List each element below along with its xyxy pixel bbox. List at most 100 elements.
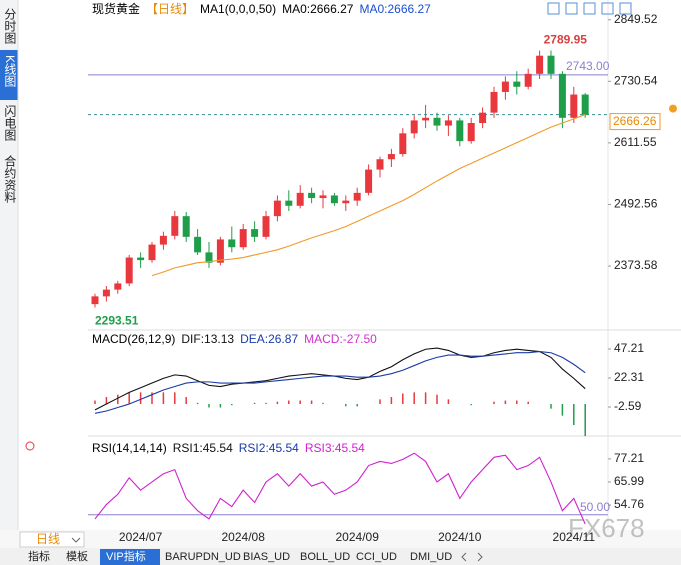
x-tick-label: 2024/11 xyxy=(553,530,596,544)
candle-body xyxy=(125,257,133,284)
header-item: MACD:-27.50 xyxy=(304,332,377,346)
high-label: 2789.95 xyxy=(544,33,588,47)
candle-body xyxy=(114,283,122,290)
y-tick-label: 54.76 xyxy=(614,497,644,511)
reference-label: 50.00 xyxy=(580,500,610,514)
candle-body xyxy=(148,244,156,261)
y-tick-label: 2373.58 xyxy=(614,258,658,272)
candle-body xyxy=(251,229,259,237)
panel-header: MACD(26,12,9) DIF:13.13 DEA:26.87 MACD:-27.… xyxy=(92,332,377,346)
icon[interactable] xyxy=(619,2,632,15)
icon[interactable] xyxy=(565,2,578,15)
reference-label: 2743.00 xyxy=(566,59,610,73)
toolbar-tab[interactable]: CCI_UD xyxy=(356,551,397,563)
x-tick-label: 2024/09 xyxy=(336,530,380,544)
candle-body xyxy=(216,239,224,263)
toolbar-active xyxy=(100,549,160,565)
candle-body xyxy=(581,94,589,115)
candle-body xyxy=(444,120,452,126)
candle-body xyxy=(194,236,202,253)
candle-body xyxy=(342,200,350,204)
toolbar-tab[interactable]: DMI_UD xyxy=(410,551,452,563)
header-item: MA0:2666.27 xyxy=(359,2,431,16)
low-label: 2293.51 xyxy=(95,314,139,328)
candle-body xyxy=(353,192,361,201)
candle-body xyxy=(308,192,316,199)
header-item: MACD(26,12,9) xyxy=(92,332,175,346)
header-item: MA1(0,0,0,50) xyxy=(200,2,276,16)
header-item: RSI2:45.54 xyxy=(239,441,299,455)
candle-body xyxy=(296,192,304,206)
panel-header: RSI(14,14,14) RSI1:45.54 RSI2:45.54 RSI3:45… xyxy=(92,441,365,455)
candle-body xyxy=(570,94,578,118)
candle-body xyxy=(410,120,418,134)
sidebar-active xyxy=(0,50,18,100)
ma-line xyxy=(151,114,586,277)
sidebar-tab[interactable]: 合约资料 xyxy=(3,154,17,203)
interval-label[interactable]: 日线 xyxy=(36,532,60,546)
candle-body xyxy=(285,200,293,206)
toolbar-tab[interactable]: 指标 xyxy=(28,549,50,563)
candle-body xyxy=(479,112,487,123)
toolbar-tab[interactable]: BIAS_UD xyxy=(243,551,290,563)
icon[interactable] xyxy=(583,2,596,15)
header-item: 现货黄金 xyxy=(92,1,140,16)
dropdown-arrow xyxy=(71,537,81,543)
candle-body xyxy=(273,200,281,217)
y-tick-label: 22.31 xyxy=(614,370,644,384)
candle-body xyxy=(205,252,213,263)
y-tick-label: 2611.55 xyxy=(614,135,657,149)
y-tick-label: 2492.56 xyxy=(614,197,658,211)
candle-body xyxy=(387,154,395,160)
x-tick-label: 2024/07 xyxy=(119,530,163,544)
candle-body xyxy=(91,296,99,305)
toolbar-tab[interactable]: BARUPDN_UD xyxy=(165,551,241,563)
candle-body xyxy=(319,195,327,199)
header-item: DIF:13.13 xyxy=(181,332,234,346)
alert-icon xyxy=(669,104,677,113)
icon[interactable] xyxy=(547,2,560,15)
y-tick-label: 2849.52 xyxy=(614,12,658,26)
sidebar-tab[interactable]: 分时图 xyxy=(3,8,17,44)
candle-body xyxy=(456,120,464,142)
header-item: DEA:26.87 xyxy=(240,332,298,346)
toolbar-tab[interactable]: VIP指标 xyxy=(106,549,146,563)
toolbar-tab[interactable]: BOLL_UD xyxy=(300,551,350,563)
icon[interactable] xyxy=(601,2,614,15)
candle-body xyxy=(159,235,167,245)
candle-body xyxy=(330,195,338,204)
candle-body xyxy=(501,81,509,92)
toolbar-arrows[interactable] xyxy=(461,552,483,562)
header-item: RSI1:45.54 xyxy=(173,441,233,455)
y-tick-label: -2.59 xyxy=(614,399,642,413)
x-tick-label: 2024/10 xyxy=(438,530,482,544)
panel-header: 现货黄金 【日线】 MA1(0,0,0,50) MA0:2666.27 MA0:2666… xyxy=(92,1,431,16)
header-item: RSI(14,14,14) xyxy=(92,441,167,455)
candle-body xyxy=(262,216,270,237)
candle-body xyxy=(422,117,430,121)
toolbar xyxy=(0,548,681,565)
sidebar-tab[interactable]: 闪电图 xyxy=(3,105,17,141)
candle-body xyxy=(558,73,566,118)
y-tick-label: 65.99 xyxy=(614,474,644,488)
header-item: MA0:2666.27 xyxy=(282,2,354,16)
toolbar-tab[interactable]: 模板 xyxy=(66,549,88,563)
watermark: FX678 xyxy=(568,513,645,543)
sidebar-tab[interactable]: K线图 xyxy=(3,55,17,87)
macd-line xyxy=(94,351,586,414)
candle-body xyxy=(490,91,498,113)
candle-body xyxy=(524,73,532,87)
interval-select[interactable] xyxy=(19,531,85,548)
rsi-line xyxy=(94,452,586,525)
candle-body xyxy=(239,229,247,248)
price-tag-label: 2666.26 xyxy=(613,114,657,128)
y-tick-label: 77.21 xyxy=(614,451,644,465)
y-tick-label: 2730.54 xyxy=(614,73,658,87)
candle-body xyxy=(467,122,475,142)
candle-body xyxy=(376,159,384,170)
candle-body xyxy=(228,239,236,248)
indicator-icon[interactable] xyxy=(25,441,35,451)
macd-line xyxy=(94,347,586,411)
x-tick-label: 2024/08 xyxy=(222,530,266,544)
